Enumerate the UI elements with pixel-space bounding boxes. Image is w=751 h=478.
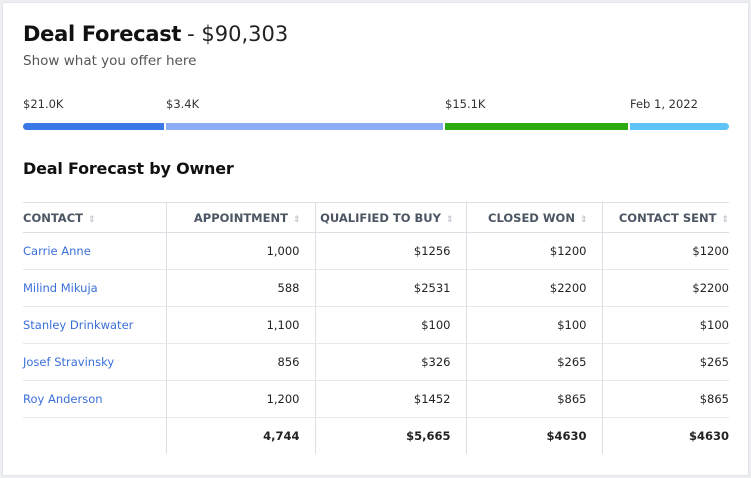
total-cell: $4630 [465,417,602,454]
section-title: Deal Forecast by Owner [23,159,234,178]
sort-icon[interactable]: ⇕ [721,214,729,225]
table-cell: $2531 [314,269,466,307]
table-cell: $2200 [465,269,602,307]
table-cell: 1,000 [165,232,315,270]
column-header-closed-won[interactable]: CLOSED WON ⇕ [465,202,602,233]
total-amount: - $90,303 [187,22,289,46]
header-label: APPOINTMENT [193,210,288,225]
table-cell: $1200 [601,232,729,270]
sort-icon[interactable]: ⇕ [87,214,96,225]
table-row: Stanley Drinkwater 1,100 $100 $100 $100 [23,306,729,344]
progress-label: Feb 1, 2022 [630,97,698,111]
table-cell: $100 [601,306,729,344]
column-header-contact[interactable]: CONTACT ⇕ [23,202,166,233]
total-cell: 4,744 [165,417,315,454]
sort-icon[interactable]: ⇕ [445,214,454,225]
contact-link[interactable]: Josef Stravinsky [23,343,166,381]
table-header-row: CONTACT ⇕ APPOINTMENT ⇕ QUALIFIED TO BUY ⇕ … [23,202,729,233]
contact-link[interactable]: Stanley Drinkwater [23,306,166,344]
table-row: Josef Stravinsky 856 $326 $265 $265 [23,343,729,381]
table-cell: $1200 [465,232,602,270]
table-row: Carrie Anne 1,000 $1256 $1200 $1200 [23,232,729,270]
total-cell: $5,665 [314,417,466,454]
total-cell: $4630 [601,417,729,454]
table-cell: $1452 [314,380,466,418]
header-label: CONTACT SENT [618,210,717,225]
total-cell [23,418,166,455]
progress-label: $15.1K [445,97,486,111]
progress-segment [23,123,164,130]
progress-label: $21.0K [23,97,64,111]
table-cell: $265 [465,343,602,381]
table-row: Roy Anderson 1,200 $1452 $865 $865 [23,380,729,418]
page-title: Deal Forecast - $90,303 [23,22,288,46]
table-cell: 1,100 [165,306,315,344]
column-header-appointment[interactable]: APPOINTMENT ⇕ [165,202,315,233]
progress-segment [445,123,628,130]
progress-label: $3.4K [166,97,200,111]
table-cell: $1256 [314,232,466,270]
sort-icon[interactable]: ⇕ [292,214,301,225]
contact-link[interactable]: Carrie Anne [23,232,166,270]
deal-forecast-table: CONTACT ⇕ APPOINTMENT ⇕ QUALIFIED TO BUY ⇕ … [23,202,729,454]
totals-row: 4,744 $5,665 $4630 $4630 [23,417,729,455]
table-cell: $865 [601,380,729,418]
header-label: QUALIFIED TO BUY [320,210,441,225]
table-cell: $265 [601,343,729,381]
table-cell: $865 [465,380,602,418]
subtitle: Show what you offer here [23,53,197,69]
table-cell: $100 [465,306,602,344]
table-row: Milind Mikuja 588 $2531 $2200 $2200 [23,269,729,307]
table-cell: 856 [165,343,315,381]
header-label: CONTACT [23,210,83,225]
contact-link[interactable]: Roy Anderson [23,380,166,418]
column-header-contact-sent[interactable]: CONTACT SENT ⇕ [601,202,729,233]
title-text: Deal Forecast [23,22,182,46]
contact-link[interactable]: Milind Mikuja [23,269,166,307]
table-cell: 588 [165,269,315,307]
table-cell: 1,200 [165,380,315,418]
table-cell: $100 [314,306,466,344]
sort-icon[interactable]: ⇕ [579,214,588,225]
header-label: CLOSED WON [488,210,575,225]
progress-segment [166,123,443,130]
table-cell: $2200 [601,269,729,307]
table-cell: $326 [314,343,466,381]
progress-segment [630,123,729,130]
column-header-qualified[interactable]: QUALIFIED TO BUY ⇕ [314,202,466,233]
